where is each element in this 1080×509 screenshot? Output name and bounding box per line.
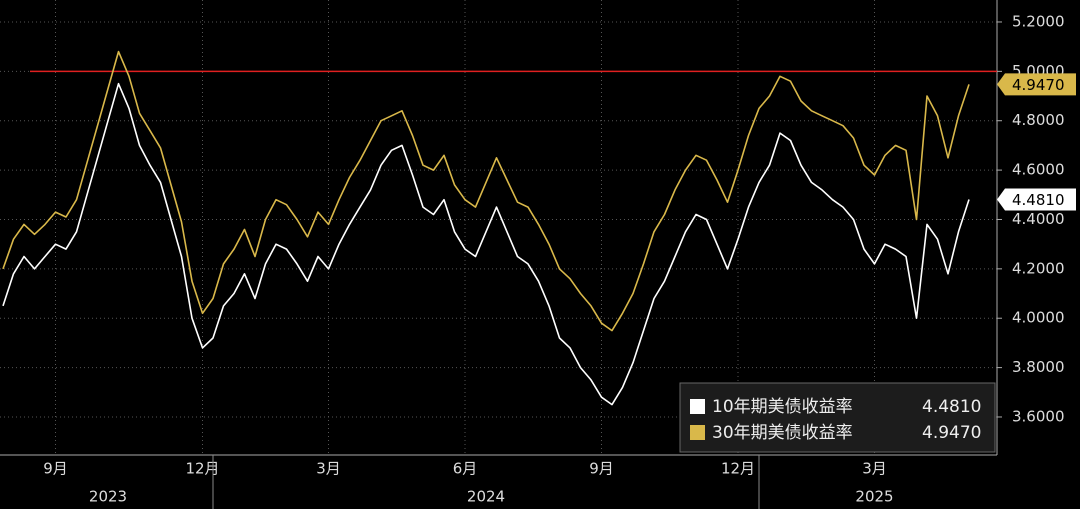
x-tick-label: 9月 [43, 460, 68, 478]
x-tick-label: 12月 [721, 460, 755, 478]
y-tick-label: 4.8000 [1012, 111, 1065, 129]
legend-value: 4.9470 [922, 423, 981, 443]
legend-name: 10年期美债收益率 [712, 397, 853, 417]
legend-value: 4.4810 [922, 397, 981, 417]
x-tick-label: 12月 [185, 460, 219, 478]
series-line [2, 82, 970, 406]
y-tick-label: 5.2000 [1012, 12, 1065, 30]
year-label: 2025 [855, 488, 893, 506]
y-tick-label: 3.6000 [1012, 407, 1065, 425]
legend-name: 30年期美债收益率 [712, 423, 853, 443]
y-tick-label: 3.8000 [1012, 358, 1065, 376]
legend-box [679, 382, 996, 453]
year-label: 2023 [89, 488, 127, 506]
last-value-tag [997, 73, 1076, 96]
y-tick-label: 4.0000 [1012, 309, 1065, 327]
legend-label: 30年期美债收益率 4.9470 [712, 423, 981, 443]
x-tick-label: 3月 [316, 460, 341, 478]
y-tick-label: 4.6000 [1012, 161, 1065, 179]
last-value-tag [997, 188, 1076, 211]
last-value-label: 4.4810 [1012, 191, 1065, 209]
year-label: 2024 [467, 488, 505, 506]
x-tick-label: 6月 [453, 460, 478, 478]
x-tick-label: 9月 [589, 460, 614, 478]
y-tick-label: 4.2000 [1012, 259, 1065, 277]
x-tick-label: 3月 [862, 460, 887, 478]
y-tick-label: 4.4000 [1012, 210, 1065, 228]
legend-swatch [690, 399, 705, 414]
series-line [2, 50, 970, 332]
legend-label: 10年期美债收益率 4.4810 [712, 397, 981, 417]
legend-swatch [690, 425, 705, 440]
last-value-label: 4.9470 [1012, 76, 1065, 94]
